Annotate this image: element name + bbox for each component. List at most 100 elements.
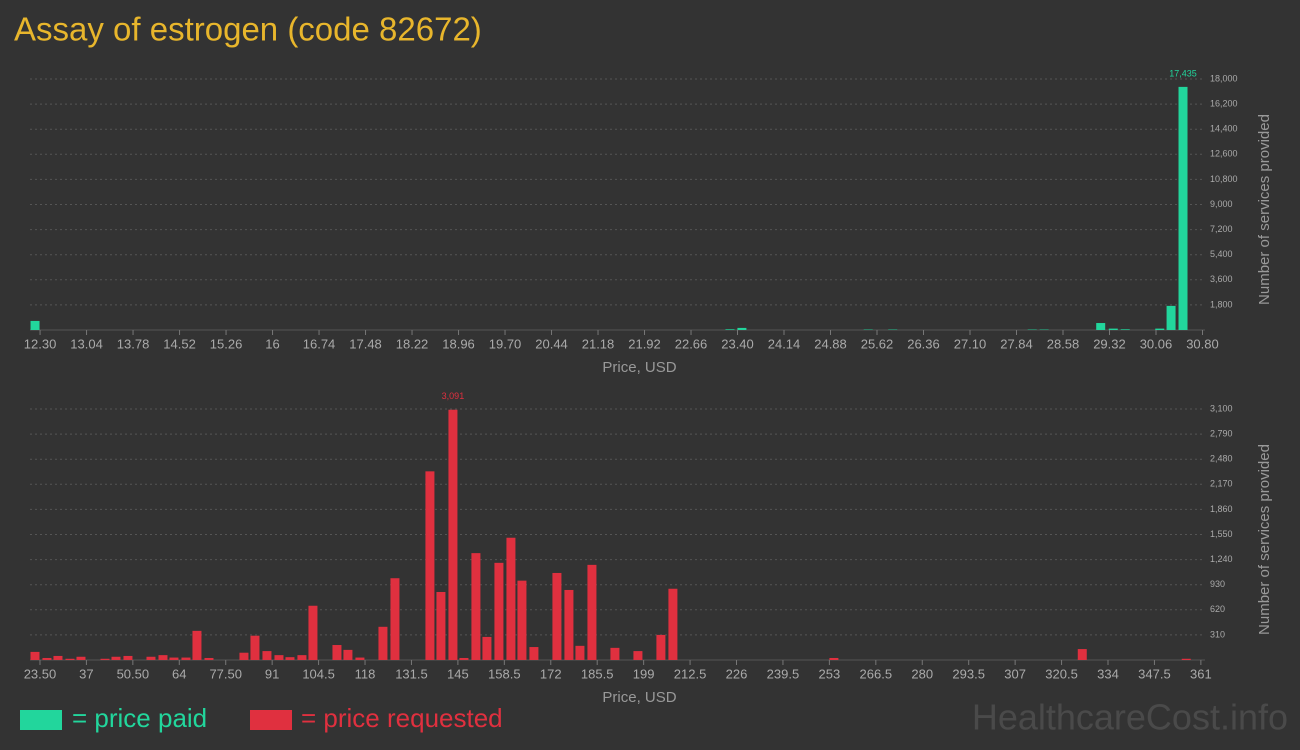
x-tick-label: 18.96 — [442, 336, 475, 351]
x-tick-label: 226 — [726, 666, 748, 681]
x-tick-label: 266.5 — [860, 666, 893, 681]
y-tick-label: 10,800 — [1210, 174, 1238, 184]
x-tick-label: 334 — [1097, 666, 1119, 681]
bar — [285, 657, 295, 660]
x-tick-label: 15.26 — [210, 336, 243, 351]
x-tick-label: 77.50 — [209, 666, 242, 681]
legend-label: = price paid — [72, 703, 207, 733]
x-tick-label: 21.18 — [582, 336, 615, 351]
bar — [158, 655, 168, 660]
bar — [1155, 328, 1165, 330]
bar — [65, 658, 75, 660]
x-tick-label: 26.36 — [907, 336, 940, 351]
y-tick-label: 9,000 — [1210, 199, 1233, 209]
x-tick-label: 24.88 — [814, 336, 847, 351]
x-tick-label: 16 — [265, 336, 279, 351]
x-tick-label: 29.32 — [1093, 336, 1126, 351]
bar — [169, 657, 179, 660]
x-tick-label: 199 — [633, 666, 655, 681]
x-tick-label: 13.78 — [117, 336, 150, 351]
bar — [1120, 329, 1130, 330]
x-tick-label: 320.5 — [1045, 666, 1078, 681]
bar — [448, 409, 458, 660]
data-label: 3,091 — [442, 391, 465, 401]
bar — [146, 656, 156, 660]
y-tick-label: 14,400 — [1210, 124, 1238, 134]
bar — [482, 636, 492, 660]
bar — [76, 656, 86, 660]
bar — [1108, 328, 1118, 330]
x-tick-label: 19.70 — [489, 336, 522, 351]
x-tick-label: 27.84 — [1000, 336, 1033, 351]
x-tick-label: 37 — [79, 666, 93, 681]
x-axis-label: Price, USD — [602, 689, 676, 706]
chart-title: Assay of estrogen (code 82672) — [14, 11, 482, 48]
x-tick-label: 23.50 — [24, 666, 57, 681]
x-tick-label: 20.44 — [535, 336, 568, 351]
bar — [494, 562, 504, 660]
bar — [725, 329, 735, 330]
data-label: 17,435 — [1169, 68, 1197, 78]
bar — [262, 651, 272, 660]
bar — [332, 645, 342, 660]
bar — [436, 591, 446, 660]
y-tick-label: 620 — [1210, 604, 1225, 614]
y-tick-label: 310 — [1210, 629, 1225, 639]
legend-label: = price requested — [301, 703, 503, 733]
bar — [668, 588, 678, 660]
y-tick-label: 1,550 — [1210, 529, 1233, 539]
x-tick-label: 293.5 — [952, 666, 985, 681]
bar — [308, 605, 318, 660]
bar — [459, 657, 469, 660]
bar — [53, 655, 63, 660]
bar — [633, 651, 643, 660]
y-tick-label: 5,400 — [1210, 249, 1233, 259]
y-tick-label: 2,480 — [1210, 454, 1233, 464]
x-tick-label: 361 — [1190, 666, 1212, 681]
y-tick-label: 2,170 — [1210, 479, 1233, 489]
bar — [30, 651, 40, 660]
legend-swatch — [20, 710, 62, 730]
bar — [100, 658, 110, 660]
x-tick-label: 28.58 — [1047, 336, 1080, 351]
bar — [181, 657, 191, 660]
bar — [42, 657, 52, 660]
x-tick-label: 14.52 — [163, 336, 196, 351]
x-tick-label: 185.5 — [581, 666, 614, 681]
y-axis-label: Number of services provided — [1256, 114, 1273, 305]
y-tick-label: 1,240 — [1210, 554, 1233, 564]
x-tick-label: 27.10 — [954, 336, 987, 351]
x-tick-label: 23.40 — [721, 336, 754, 351]
bar — [274, 655, 284, 660]
x-tick-label: 158.5 — [488, 666, 521, 681]
x-tick-label: 21.92 — [628, 336, 661, 351]
bar — [610, 647, 620, 660]
x-tick-label: 253 — [819, 666, 841, 681]
bar — [575, 645, 585, 660]
x-tick-label: 24.14 — [768, 336, 801, 351]
bar — [355, 657, 365, 660]
y-tick-label: 930 — [1210, 579, 1225, 589]
bar — [1181, 658, 1191, 660]
bar — [239, 652, 249, 660]
x-tick-label: 22.66 — [675, 336, 708, 351]
watermark: HealthcareCost.info — [972, 697, 1288, 738]
x-tick-label: 25.62 — [861, 336, 894, 351]
x-tick-label: 50.50 — [117, 666, 150, 681]
bar — [564, 589, 574, 660]
x-tick-label: 16.74 — [303, 336, 336, 351]
y-tick-label: 3,600 — [1210, 274, 1233, 284]
x-tick-label: 347.5 — [1138, 666, 1171, 681]
x-tick-label: 104.5 — [302, 666, 335, 681]
bar — [517, 580, 527, 660]
y-tick-label: 12,600 — [1210, 149, 1238, 159]
bar — [378, 626, 388, 660]
bar — [506, 537, 516, 660]
bar — [587, 564, 597, 660]
x-axis-label: Price, USD — [602, 359, 676, 376]
x-tick-label: 18.22 — [396, 336, 429, 351]
x-tick-label: 118 — [355, 666, 376, 681]
bar — [30, 320, 40, 330]
x-tick-label: 91 — [265, 666, 279, 681]
